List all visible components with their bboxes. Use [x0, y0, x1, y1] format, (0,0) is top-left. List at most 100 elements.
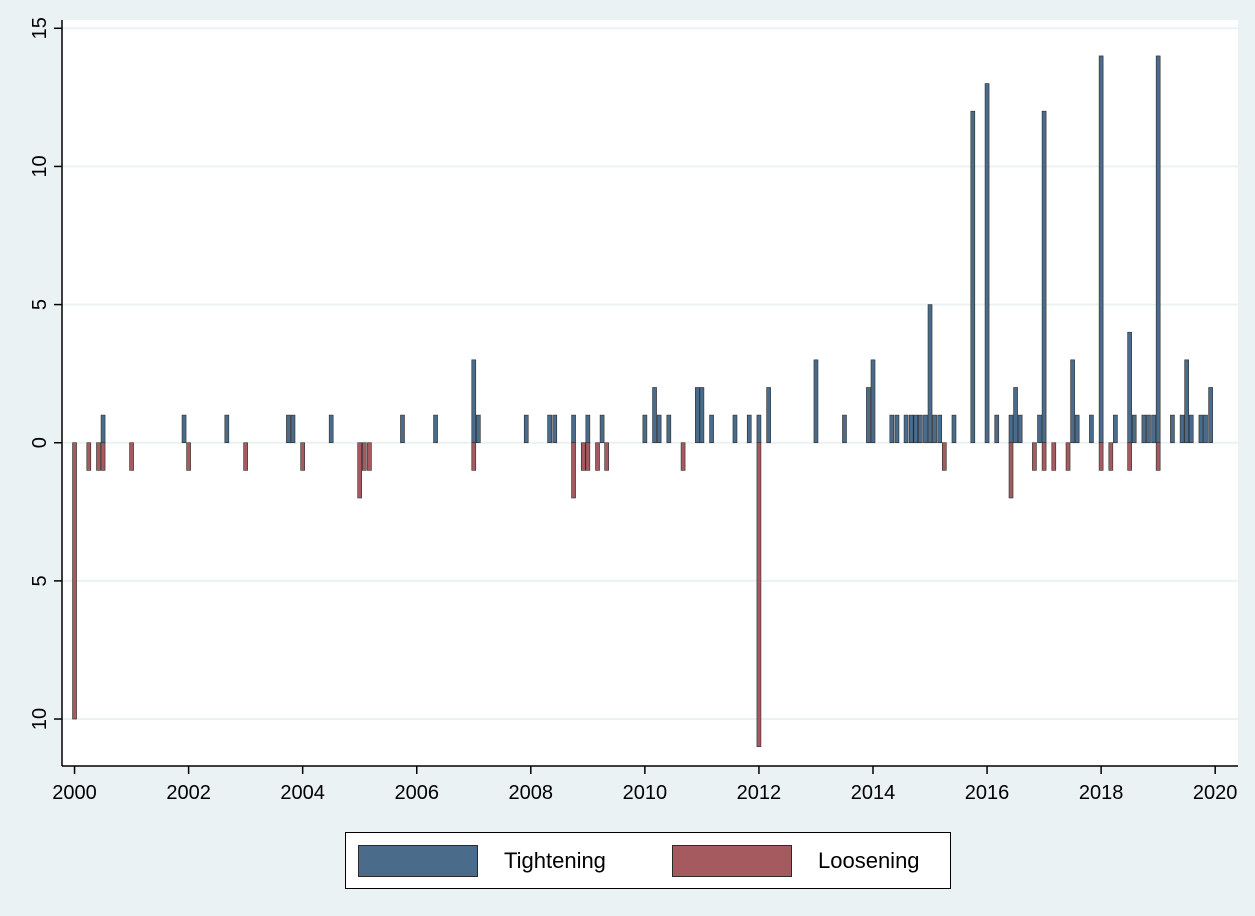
bar-tightening — [932, 414, 937, 444]
x-tick-label: 2010 — [623, 782, 668, 804]
bar-tightening — [1208, 387, 1213, 444]
bar-tightening — [970, 110, 976, 444]
y-tick-label: 0 — [29, 437, 51, 448]
bar-tightening — [1017, 414, 1023, 444]
bar-tightening — [923, 414, 928, 444]
bar-tightening — [1188, 414, 1194, 444]
x-tick-label: 2004 — [280, 782, 325, 804]
bar-loosening — [129, 442, 134, 471]
bar-tightening — [1008, 414, 1014, 444]
bar-loosening — [72, 442, 77, 720]
bar-tightening — [937, 414, 943, 444]
bar-loosening — [357, 442, 363, 499]
bar-tightening — [1146, 414, 1151, 444]
bar-tightening — [1184, 359, 1189, 444]
x-tick-label: 2014 — [851, 782, 896, 804]
bar-tightening — [870, 359, 876, 444]
bar-tightening — [100, 414, 106, 444]
bar-tightening — [1141, 414, 1147, 444]
y-tick-label: 10 — [29, 155, 51, 177]
bar-tightening — [927, 304, 933, 444]
bar-tightening — [286, 414, 291, 444]
bar-loosening — [300, 442, 305, 471]
x-tick-label: 2008 — [509, 782, 554, 804]
bar-loosening — [1065, 442, 1071, 471]
y-tick-label: 5 — [29, 299, 51, 310]
bar-tightening — [1131, 414, 1137, 444]
bar-loosening — [1098, 442, 1104, 471]
bar-tightening — [1170, 414, 1175, 444]
bar-loosening — [580, 442, 586, 471]
bar-loosening — [186, 442, 191, 471]
bar-tightening — [642, 414, 648, 444]
bar-tightening — [666, 414, 672, 444]
bar-tightening — [471, 359, 477, 444]
legend-label-loosening: Loosening — [818, 848, 920, 873]
bar-loosening — [1032, 442, 1037, 471]
bar-tightening — [951, 414, 957, 444]
bar-tightening — [290, 414, 296, 444]
bar-tightening — [547, 414, 552, 444]
bar-loosening — [243, 442, 248, 471]
bar-tightening — [1203, 414, 1208, 444]
bar-tightening — [732, 414, 738, 444]
bar-tightening — [889, 414, 895, 444]
bar-tightening — [181, 414, 187, 444]
bar-loosening — [86, 442, 92, 471]
bar-tightening — [1179, 414, 1185, 444]
bar-loosening — [1127, 442, 1132, 471]
bar-tightening — [746, 414, 752, 444]
bar-tightening — [894, 414, 900, 444]
bar-tightening — [1151, 414, 1156, 444]
x-tick-label: 2006 — [394, 782, 439, 804]
bar-tightening — [1074, 414, 1080, 444]
legend-item-loosening: Loosening — [672, 845, 920, 877]
bar-tightening — [913, 414, 919, 444]
bar-loosening — [1155, 442, 1161, 471]
bar-tightening — [709, 414, 714, 444]
plot-area — [62, 20, 1238, 766]
bar-tightening — [756, 414, 762, 444]
bar-tightening — [1113, 414, 1118, 444]
bar-tightening — [599, 414, 605, 444]
bar-tightening — [1089, 414, 1094, 444]
bar-tightening — [328, 414, 334, 444]
bar-loosening — [1108, 442, 1114, 471]
legend-swatch-loosening — [672, 845, 792, 877]
legend-label-tightening: Tightening — [504, 848, 606, 873]
bar-tightening — [400, 414, 405, 444]
bar-loosening — [595, 442, 600, 471]
bar-tightening — [994, 414, 1000, 444]
bar-tightening — [699, 387, 705, 444]
bar-loosening — [96, 442, 101, 471]
bar-tightening — [433, 414, 438, 444]
legend: Tightening Loosening — [345, 832, 951, 889]
bar-loosening — [367, 442, 372, 471]
bar-tightening — [984, 83, 990, 444]
x-tick-label: 2020 — [1193, 782, 1238, 804]
bar-tightening — [552, 414, 558, 444]
bar-tightening — [695, 387, 700, 444]
bar-tightening — [813, 359, 819, 444]
bar-loosening — [1051, 442, 1057, 471]
bar-tightening — [476, 414, 481, 444]
bar-loosening — [680, 442, 686, 471]
bar-tightening — [523, 414, 529, 444]
bar-tightening — [1041, 110, 1047, 444]
x-tick-label: 2000 — [52, 782, 97, 804]
bar-tightening — [1070, 359, 1075, 444]
bar-tightening — [1155, 55, 1161, 444]
legend-item-tightening: Tightening — [358, 845, 606, 877]
x-tick-label: 2016 — [965, 782, 1010, 804]
bar-loosening — [1008, 442, 1014, 499]
bar-tightening — [866, 387, 871, 444]
bar-tightening — [585, 414, 591, 444]
bar-tightening — [571, 414, 576, 444]
bar-loosening — [941, 442, 947, 471]
y-tick-label: 15 — [29, 17, 51, 39]
x-tick-label: 2018 — [1079, 782, 1124, 804]
bar-tightening — [903, 414, 909, 444]
y-tick-label: 5 — [29, 575, 51, 586]
bar-loosening — [585, 442, 591, 471]
